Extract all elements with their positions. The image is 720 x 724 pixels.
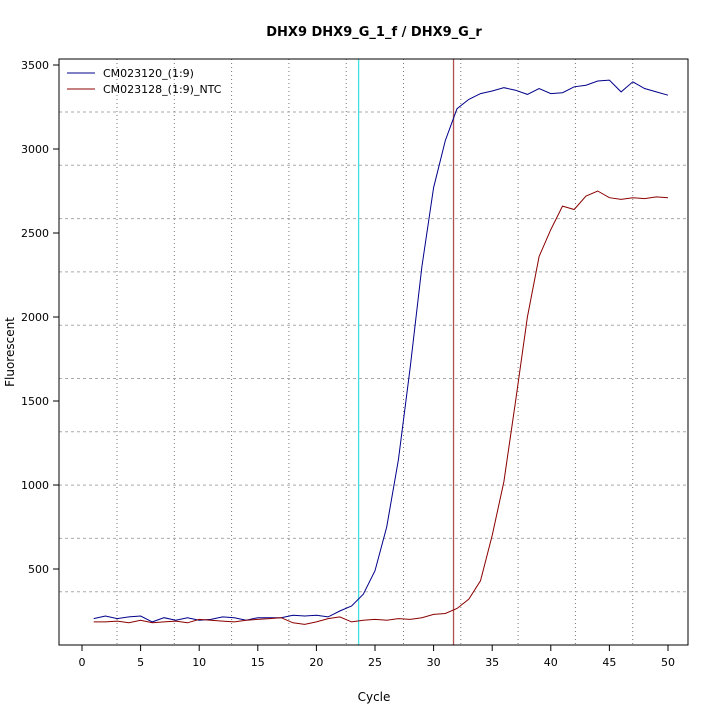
y-tick-label: 3000 <box>21 143 49 156</box>
plot-frame <box>58 58 689 646</box>
x-tick-label: 0 <box>79 656 86 669</box>
x-tick-label: 25 <box>368 656 382 669</box>
legend-label: CM023128_(1:9)_NTC <box>103 83 222 96</box>
y-axis-label: Fluorescent <box>3 317 17 387</box>
x-tick-label: 35 <box>485 656 499 669</box>
x-tick-label: 45 <box>602 656 616 669</box>
x-tick-label: 15 <box>251 656 265 669</box>
x-tick-label: 5 <box>137 656 144 669</box>
y-tick-label: 1500 <box>21 395 49 408</box>
chart-title: DHX9 DHX9_G_1_f / DHX9_G_r <box>266 25 482 40</box>
x-tick-label: 10 <box>192 656 206 669</box>
y-tick-label: 1000 <box>21 479 49 492</box>
series-line-2 <box>93 190 669 625</box>
y-tick-label: 3500 <box>21 59 49 72</box>
y-tick-label: 500 <box>28 563 49 576</box>
x-tick-label: 20 <box>309 656 323 669</box>
legend-label: CM023120_(1:9) <box>103 67 194 80</box>
x-axis-label: Cycle <box>358 690 391 704</box>
x-tick-label: 50 <box>661 656 675 669</box>
y-tick-label: 2500 <box>21 227 49 240</box>
x-tick-label: 40 <box>544 656 558 669</box>
x-tick-label: 30 <box>427 656 441 669</box>
series-line-1 <box>93 79 669 623</box>
y-tick-label: 2000 <box>21 311 49 324</box>
